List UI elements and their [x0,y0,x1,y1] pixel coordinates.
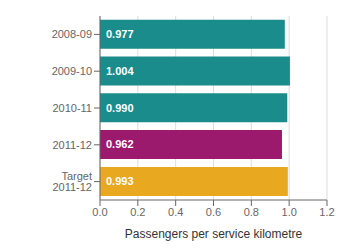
svg-text:1.2: 1.2 [319,206,334,218]
svg-text:Passengers per service kilomet: Passengers per service kilometre [125,227,303,241]
svg-text:0.962: 0.962 [106,138,134,150]
svg-text:2011-12: 2011-12 [52,139,92,151]
svg-text:1.0: 1.0 [282,206,297,218]
svg-text:2010-11: 2010-11 [52,102,92,114]
svg-text:0.2: 0.2 [130,206,145,218]
svg-text:0.4: 0.4 [168,206,183,218]
svg-text:2008-09: 2008-09 [52,28,92,40]
svg-text:0.990: 0.990 [106,102,134,114]
svg-text:0.8: 0.8 [244,206,259,218]
svg-text:2009-10: 2009-10 [52,65,92,77]
svg-text:Target2011-12: Target2011-12 [52,170,92,193]
svg-text:0.993: 0.993 [106,175,134,187]
svg-text:0.0: 0.0 [92,206,107,218]
svg-text:0.6: 0.6 [206,206,221,218]
svg-text:0.977: 0.977 [106,28,134,40]
svg-text:1.004: 1.004 [106,65,134,77]
